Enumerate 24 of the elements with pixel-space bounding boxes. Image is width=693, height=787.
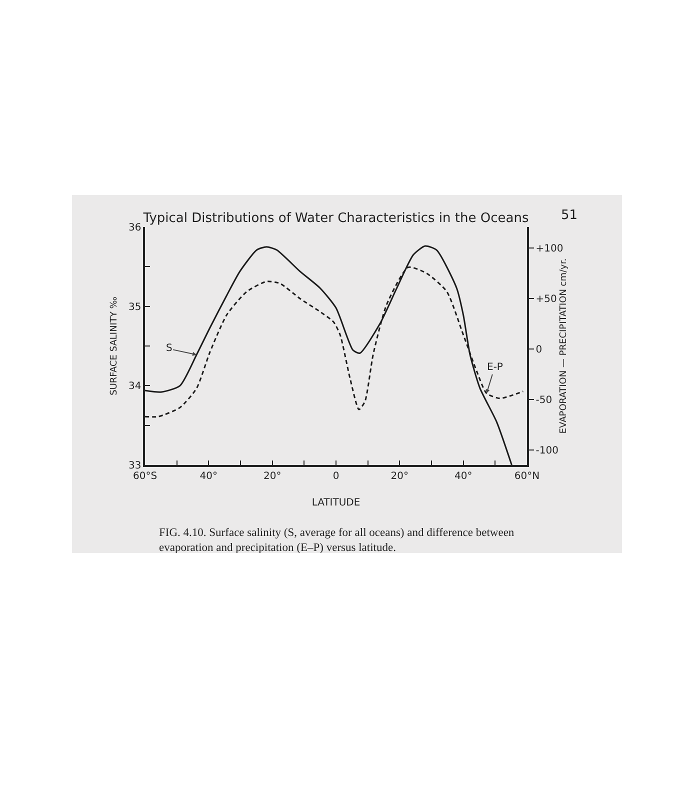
x-tick-label: 40° (454, 470, 472, 482)
x-axis-title: LATITUDE (312, 498, 360, 508)
y2-tick-label: +100 (536, 244, 564, 255)
y-tick-label: 33 (128, 460, 142, 472)
x-tick-label: 20° (263, 470, 282, 482)
x-tick-label: 60°S (132, 470, 158, 482)
y2-tick-label: 0 (536, 344, 542, 356)
text: S (166, 343, 172, 354)
y-axis-title: SURFACE SALINITY ‰ (110, 296, 120, 396)
y2-tick-label: +50 (536, 294, 557, 306)
caption: FIG. 4.10. Surface salinity (S, average for all oceans) and difference between evaporation and precipitation (E–P) versus latitude. (159, 527, 514, 554)
y2-tick-label: -50 (536, 394, 552, 406)
x-tick-label: 40° (200, 470, 218, 482)
y2-tick-label: -100 (536, 445, 558, 456)
y-tick-label: 35 (128, 302, 142, 313)
y2-axis-title: EVAPORATION — PRECIPITATION cm/yr. (558, 258, 569, 434)
chart-title: Typical Distributions of Water Characteristics in the Oceans (142, 211, 529, 226)
y-tick-label: 34 (128, 381, 142, 392)
x-tick-label: 60°N (514, 470, 540, 482)
x-tick-label: 0 (332, 470, 340, 482)
x-tick-label: 20° (390, 470, 409, 482)
y-tick-label: 36 (128, 222, 142, 234)
series-label: E-P (487, 362, 503, 373)
text: 51 (561, 208, 578, 223)
